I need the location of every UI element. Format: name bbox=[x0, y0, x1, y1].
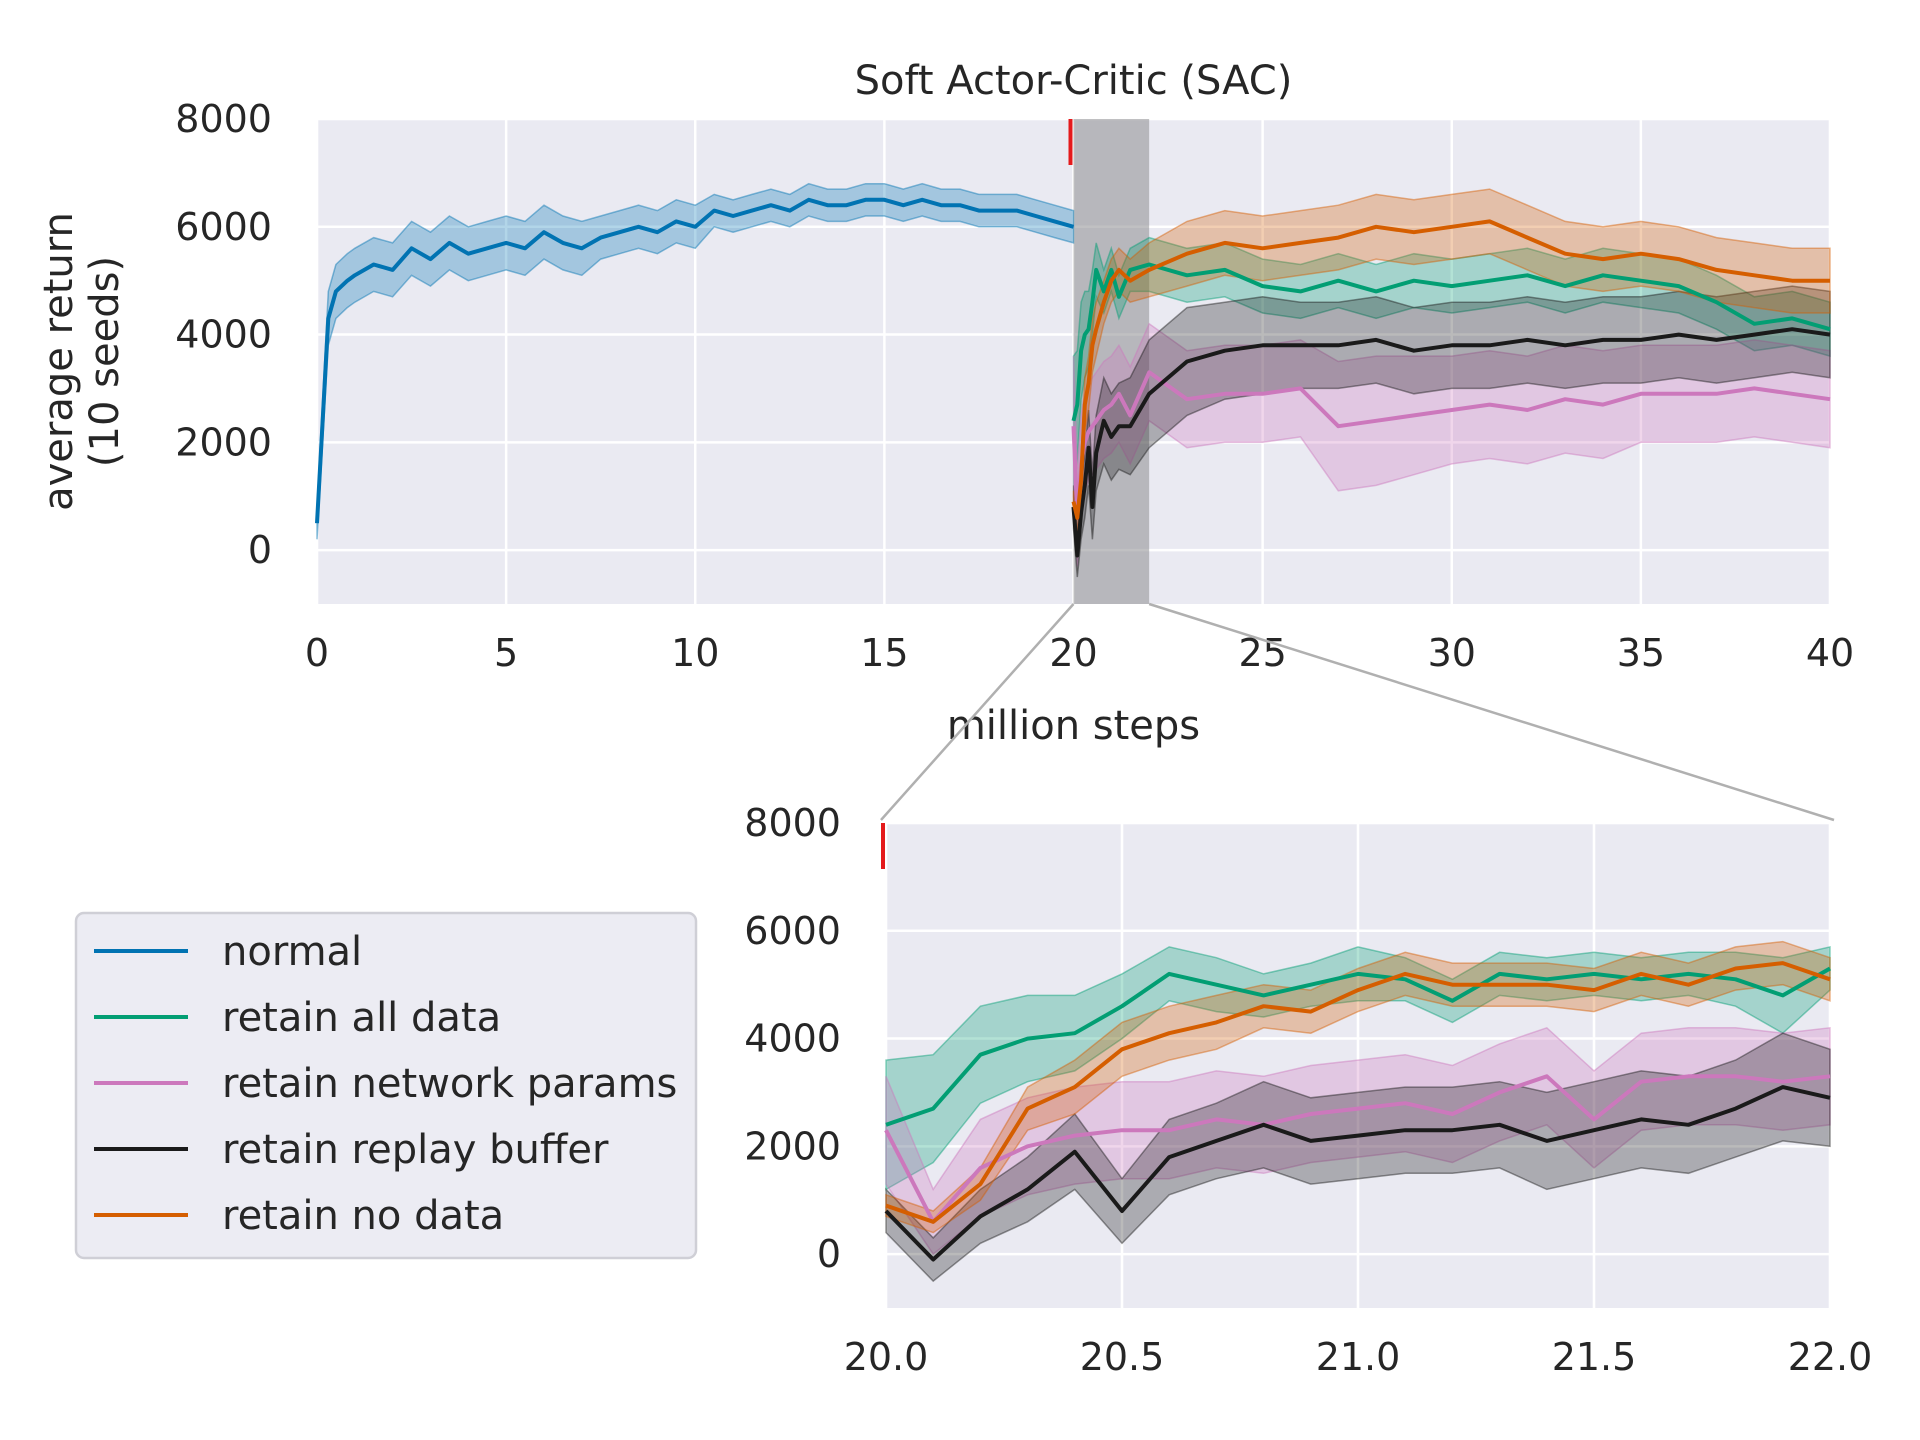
zoom-connector-left bbox=[880, 603, 1075, 821]
x-tick-label: 25 bbox=[1238, 631, 1286, 675]
main-chart: 0 5 10 15 20 25 30 35 40 0 2000 4000 6000 8000 Soft Ac… bbox=[36, 58, 1854, 749]
x-tick-label: 15 bbox=[860, 631, 908, 675]
x-tick-label: 0 bbox=[305, 631, 329, 675]
y-tick-label: 2000 bbox=[744, 1124, 841, 1168]
y-tick-label: 8000 bbox=[744, 801, 841, 845]
x-tick-label: 22.0 bbox=[1788, 1335, 1873, 1379]
series-band-retain-replay-buffer bbox=[1072, 285, 1831, 578]
legend: normal retain all data retain network para… bbox=[74, 911, 698, 1260]
series-line-retain-all-data bbox=[1071, 262, 1831, 422]
y-tick-label: 0 bbox=[248, 528, 272, 572]
y-tick-label: 2000 bbox=[175, 420, 272, 464]
series-band-retain-network-params bbox=[885, 1026, 1831, 1256]
legend-label: retain no data bbox=[222, 1193, 504, 1239]
y-tick-label: 6000 bbox=[175, 205, 272, 249]
y-tick-label: 0 bbox=[817, 1232, 841, 1276]
series-line-retain-no-data bbox=[1071, 219, 1830, 520]
series-band-retain-network-params bbox=[1072, 322, 1831, 567]
legend-box bbox=[74, 911, 698, 1260]
x-tick-label: 35 bbox=[1617, 631, 1665, 675]
x-tick-label: 5 bbox=[494, 631, 518, 675]
legend-label: retain replay buffer bbox=[222, 1127, 609, 1173]
zoom-connector-lines bbox=[880, 602, 1835, 822]
x-tick-label: 10 bbox=[671, 631, 719, 675]
y-tick-label: 4000 bbox=[744, 1017, 841, 1061]
y-tick-label: 4000 bbox=[175, 313, 272, 357]
y-axis-label: average return(10 seeds) bbox=[36, 212, 128, 511]
chart-title: Soft Actor-Critic (SAC) bbox=[855, 58, 1293, 104]
y-tick-label: 8000 bbox=[175, 97, 272, 141]
y-tick-label: 6000 bbox=[744, 909, 841, 953]
x-tick-label: 20.0 bbox=[844, 1335, 929, 1379]
y-axis-label-line: (10 seeds) bbox=[82, 256, 128, 467]
x-tick-label: 21.0 bbox=[1316, 1335, 1401, 1379]
x-tick-label: 20.5 bbox=[1080, 1335, 1165, 1379]
series-line-retain-network-params bbox=[1071, 370, 1831, 520]
zoom-inset-chart: 20.0 20.5 21.0 21.5 22.0 0 2000 4000 6000 8000 bbox=[744, 801, 1872, 1379]
series-band-retain-replay-buffer bbox=[885, 1032, 1831, 1283]
series-band-retain-all-data bbox=[1072, 236, 1831, 486]
x-axis-label: million steps bbox=[947, 703, 1200, 749]
x-tick-label: 21.5 bbox=[1552, 1335, 1637, 1379]
legend-label: retain all data bbox=[222, 995, 501, 1041]
series-band-normal bbox=[316, 182, 1075, 540]
zoom-region-highlight bbox=[1073, 119, 1150, 604]
y-axis-label-line: average return bbox=[36, 212, 82, 511]
x-tick-label: 30 bbox=[1428, 631, 1476, 675]
x-tick-label: 40 bbox=[1806, 631, 1854, 675]
zoom-connector-right bbox=[1148, 602, 1835, 822]
legend-label: normal bbox=[222, 929, 362, 975]
x-tick-label: 20 bbox=[1049, 631, 1097, 675]
legend-label: retain network params bbox=[222, 1061, 677, 1107]
series-line-retain-replay-buffer bbox=[1071, 327, 1831, 558]
